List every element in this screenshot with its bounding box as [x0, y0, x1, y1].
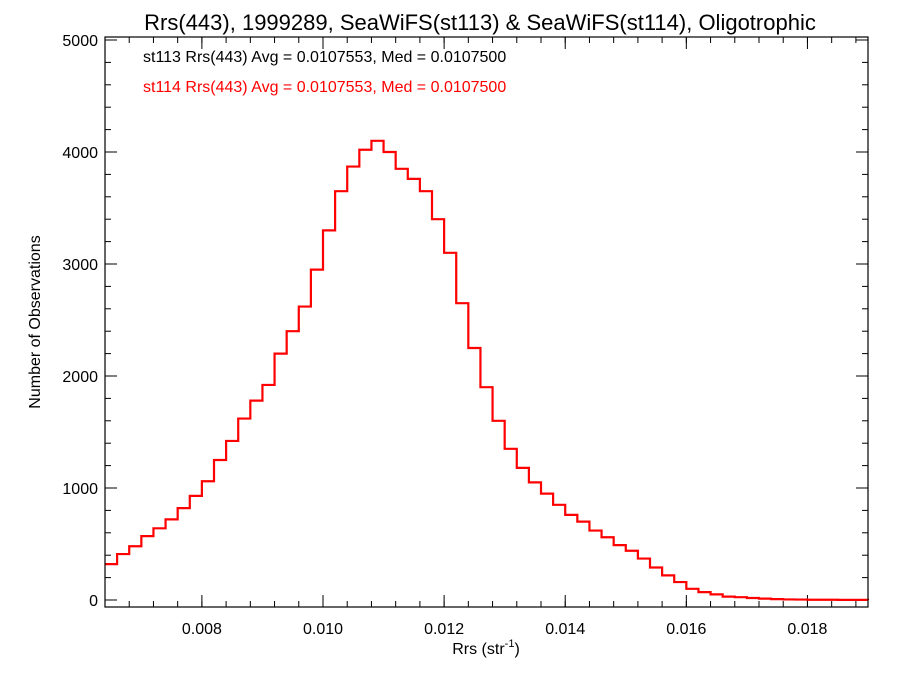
- y-tick-label: 0: [89, 593, 98, 610]
- legend-st113: st113 Rrs(443) Avg = 0.0107553, Med = 0.…: [143, 49, 506, 66]
- x-tick-label: 0.014: [545, 621, 585, 638]
- legend-st114: st114 Rrs(443) Avg = 0.0107553, Med = 0.…: [143, 79, 506, 96]
- y-tick-label: 2000: [62, 369, 98, 386]
- x-axis-label-close: ): [514, 641, 519, 658]
- y-axis-label: Number of Observations: [27, 235, 44, 408]
- x-tick-label: 0.010: [303, 621, 343, 638]
- chart-title: Rrs(443), 1999289, SeaWiFS(st113) & SeaW…: [144, 10, 816, 35]
- axis-ticks: 0.008 0.010 0.012 0.014 0.016 0.018 0 1000 2000 3…: [62, 33, 868, 638]
- y-tick-label: 4000: [62, 145, 98, 162]
- x-tick-label: 0.012: [424, 621, 464, 638]
- plot-frame: [104, 36, 869, 608]
- x-tick-label: 0.018: [787, 621, 827, 638]
- x-tick-label: 0.016: [666, 621, 706, 638]
- y-tick-label: 1000: [62, 481, 98, 498]
- x-axis-label-superscript: -1: [505, 638, 515, 650]
- x-tick-label: 0.008: [182, 621, 222, 638]
- y-tick-label: 3000: [62, 257, 98, 274]
- x-axis-label: Rrs (str-1): [452, 638, 520, 658]
- x-axis-label-main: Rrs (str: [452, 641, 505, 658]
- y-tick-label: 5000: [62, 33, 98, 50]
- series-line-0: [105, 139, 870, 601]
- series-layer: [105, 139, 870, 601]
